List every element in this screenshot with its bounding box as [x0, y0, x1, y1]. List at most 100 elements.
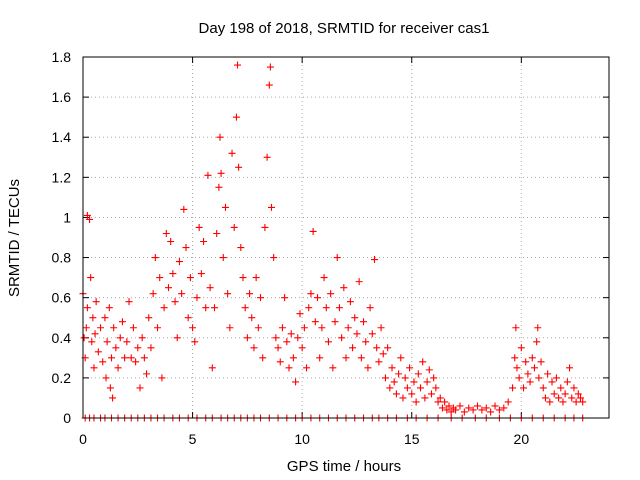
data-point	[566, 364, 574, 372]
data-point	[392, 390, 400, 398]
y-axis-label: SRMTID / TECUs	[6, 179, 23, 297]
data-point	[298, 344, 306, 352]
data-point	[331, 318, 339, 326]
data-point	[208, 364, 216, 372]
data-point	[140, 354, 148, 362]
y-tick-label: 1.8	[52, 49, 72, 65]
data-point	[386, 384, 394, 392]
data-point	[114, 364, 122, 372]
data-point	[123, 338, 131, 346]
data-point	[377, 324, 385, 332]
data-point	[513, 364, 521, 372]
data-point	[491, 402, 499, 410]
data-point	[197, 270, 205, 278]
data-point	[99, 358, 107, 366]
data-point	[110, 324, 118, 332]
data-point	[469, 406, 477, 414]
data-point	[314, 294, 322, 302]
data-point	[351, 314, 359, 322]
data-point	[154, 324, 162, 332]
data-point	[101, 314, 109, 322]
data-point	[105, 304, 113, 312]
data-point	[401, 374, 409, 382]
data-point	[112, 344, 120, 352]
data-point	[156, 274, 164, 282]
data-point	[121, 354, 129, 362]
data-point	[296, 310, 304, 318]
data-point	[309, 227, 317, 235]
y-tick-label: 0	[63, 410, 71, 426]
x-tick-label: 20	[514, 431, 530, 447]
data-point	[265, 81, 273, 89]
data-point	[173, 334, 181, 342]
data-point	[180, 205, 188, 213]
y-tick-label: 1.6	[52, 89, 72, 105]
data-point	[322, 304, 330, 312]
data-point	[456, 402, 464, 410]
data-point	[143, 370, 151, 378]
data-point	[250, 344, 258, 352]
data-point	[252, 274, 260, 282]
data-point	[175, 258, 183, 266]
data-point	[349, 344, 357, 352]
axis-ticks	[82, 56, 609, 419]
data-point	[248, 314, 256, 322]
data-point	[552, 374, 560, 382]
data-point	[86, 215, 94, 223]
data-point	[340, 284, 348, 292]
data-point	[90, 364, 98, 372]
data-point	[346, 298, 354, 306]
data-point	[228, 149, 236, 157]
data-point	[195, 223, 203, 231]
data-point	[278, 324, 286, 332]
data-point	[460, 408, 468, 416]
data-point	[285, 364, 293, 372]
data-point	[522, 358, 530, 366]
data-point	[234, 61, 242, 69]
data-point	[520, 384, 528, 392]
data-point	[300, 324, 308, 332]
y-tick-label: 0.4	[52, 330, 72, 346]
data-point	[559, 398, 567, 406]
y-tick-label: 1.4	[52, 129, 72, 145]
data-point	[103, 338, 111, 346]
data-point	[224, 290, 232, 298]
grid	[83, 57, 609, 418]
data-point	[495, 406, 503, 414]
data-point	[530, 364, 538, 372]
data-point	[270, 254, 278, 262]
data-point	[574, 390, 582, 398]
data-point	[368, 330, 376, 338]
data-point	[324, 338, 332, 346]
data-point	[570, 384, 578, 392]
data-point	[500, 404, 508, 412]
data-point	[294, 334, 302, 342]
data-point	[388, 364, 396, 372]
data-point	[87, 274, 95, 282]
data-point	[338, 334, 346, 342]
data-point	[344, 324, 352, 332]
data-point	[235, 163, 243, 171]
data-point	[160, 304, 168, 312]
x-axis-label: GPS time / hours	[287, 458, 401, 475]
data-point	[577, 394, 585, 402]
data-point	[327, 290, 335, 298]
data-point	[535, 374, 543, 382]
data-point	[276, 358, 284, 366]
data-point	[517, 344, 525, 352]
data-point	[403, 384, 411, 392]
data-point	[151, 254, 159, 262]
data-point	[425, 366, 433, 374]
data-point	[417, 384, 425, 392]
data-point	[118, 318, 126, 326]
data-point	[204, 171, 212, 179]
data-point	[434, 398, 442, 406]
data-point	[572, 398, 580, 406]
data-point	[381, 374, 389, 382]
data-point	[246, 290, 254, 298]
data-point	[145, 314, 153, 322]
data-point	[423, 378, 431, 386]
data-point	[281, 294, 289, 302]
data-point	[509, 384, 517, 392]
